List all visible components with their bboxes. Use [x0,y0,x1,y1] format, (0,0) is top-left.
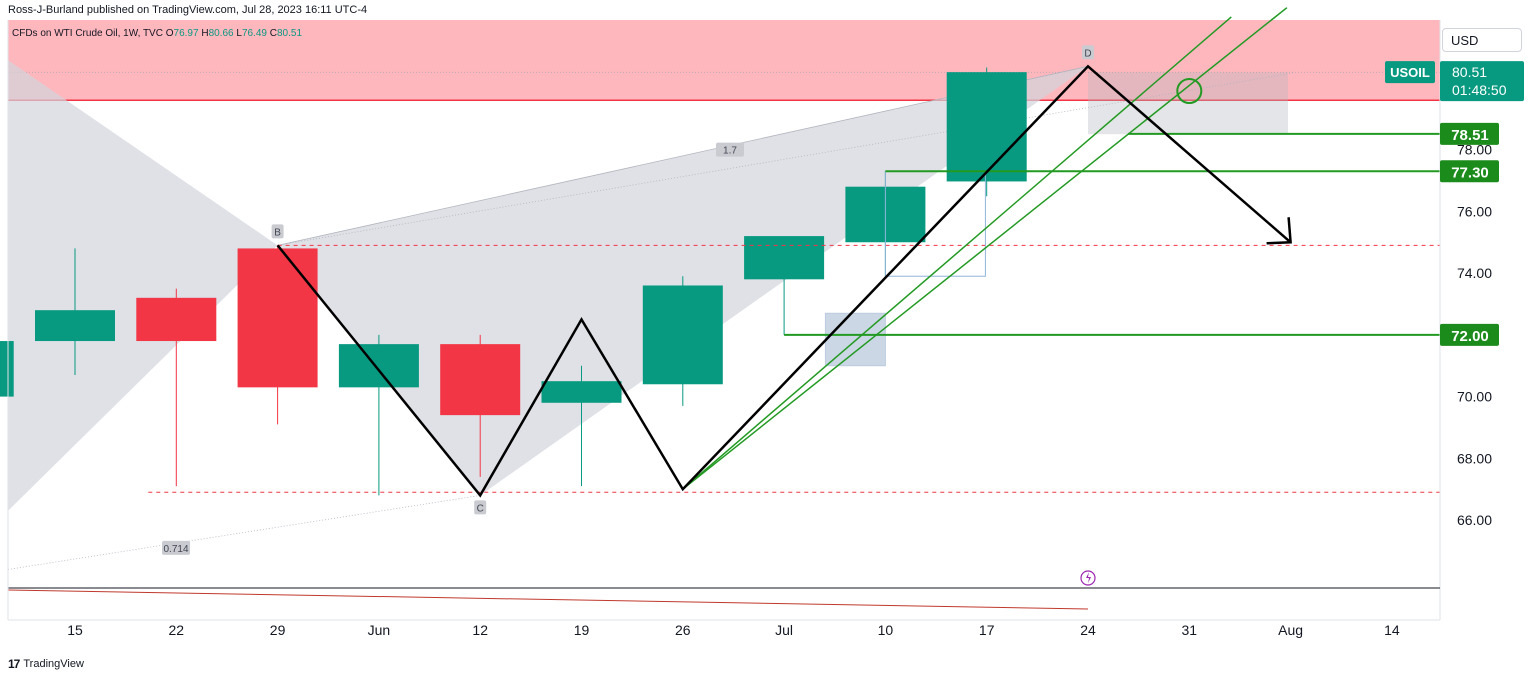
time-axis-label: Jun [368,622,391,638]
trendline-upper [682,7,1288,490]
low-label: L [236,28,242,39]
time-axis-label: Jul [775,622,793,638]
event-icon[interactable] [1080,570,1096,586]
time-axis-label: 19 [574,622,590,638]
price-axis-label: 78.00 [1457,142,1492,158]
lightning-icon [1086,572,1091,583]
price-axis-label: 76.00 [1457,203,1492,219]
ticker-badge [1385,61,1435,84]
candle-body[interactable] [440,344,521,416]
tradingview-brand-text: TradingView [23,658,84,670]
currency-selector-button[interactable]: USD [1442,28,1522,52]
pattern-point-label: C [477,503,484,514]
symbol-description: CFDs on WTI Crude Oil, 1W, TVC [12,28,163,39]
pattern-point-bg [271,224,284,239]
ohlc-legend: CFDs on WTI Crude Oil, 1W, TVC O76.97 H8… [12,28,302,39]
target-circle [1176,78,1203,104]
last-price-label: 80.51 [1452,64,1487,80]
time-axis-label: 15 [67,622,83,638]
time-axis-label: 26 [675,622,691,638]
candles-layer [0,67,1027,496]
fib-top-dotted [277,72,1296,246]
candle-body[interactable] [338,344,419,388]
time-axis-label: 12 [472,622,488,638]
time-axis-label: 31 [1182,622,1198,638]
candle-body[interactable] [541,381,622,403]
candle-body[interactable] [0,341,14,397]
high-label: H [201,28,209,39]
price-scale-layer: 78.00 76.00 74.00 70.00 68.00 66.00 USOIL 80.51… [1385,20,1524,620]
pattern-point-bg [474,500,487,515]
candle-body[interactable] [946,72,1027,182]
level-badge-label: 77.30 [1451,164,1489,181]
close-label: C [269,28,277,39]
candle-body[interactable] [35,310,115,342]
low-value: 76.49 [241,28,267,39]
price-axis-label: 68.00 [1457,450,1492,466]
countdown-label: 01:48:50 [1452,82,1507,98]
level-badge [1440,122,1499,145]
close-value: 80.51 [276,28,303,39]
drawing-lines-layer: B C D [148,7,1440,515]
last-price-badge [1440,61,1524,102]
level-badge [1440,160,1499,183]
level-badge-label: 72.00 [1451,328,1489,345]
fib-left-triangle [8,60,278,511]
time-axis-label: 10 [878,622,894,638]
pattern-point-bg [1082,45,1094,60]
time-axis-label: 14 [1384,622,1400,638]
high-value: 80.66 [208,28,234,39]
ticker-badge-label: USOIL [1390,65,1430,80]
arrow-head [1266,217,1292,245]
fib-dotted-line [7,494,481,570]
tradingview-logo[interactable]: 17 TradingView [8,657,84,671]
tradingview-mark-icon: 17 [8,657,20,671]
pattern-point-label: D [1084,48,1091,59]
price-axis-label: 66.00 [1457,512,1492,528]
time-axis-label: Aug [1278,622,1303,638]
open-label: O [165,28,174,39]
abcd-pattern-path [276,64,1292,498]
time-axis-label: 17 [979,622,995,638]
fib-label: 1.7 [723,146,737,157]
time-axis-label: 29 [270,622,286,638]
pattern-point-label: B [274,227,281,238]
level-badge-label: 78.51 [1451,127,1489,144]
open-value: 76.97 [173,28,199,39]
candle-body[interactable] [237,248,318,388]
trendline-steep [682,16,1232,490]
price-axis-label: 74.00 [1457,265,1492,281]
fib-label: 0.714 [163,544,188,555]
indicator-line [7,589,1089,610]
time-axis-label: 24 [1080,622,1096,638]
fib-label-bg [162,540,190,555]
level-badge [1440,323,1499,346]
published-caption: Ross-J-Burland published on TradingView.… [8,4,368,16]
price-axis-label: 70.00 [1457,389,1492,405]
candle-body[interactable] [642,285,723,385]
fib-label-bg [716,142,744,157]
candle-body[interactable] [744,236,825,280]
candle-body[interactable] [136,297,217,342]
time-axis-label: 22 [169,622,185,638]
time-axis-layer: 15 22 29 Jun 12 19 26 Jul 10 17 24 31 Aug 14 [7,20,1440,638]
